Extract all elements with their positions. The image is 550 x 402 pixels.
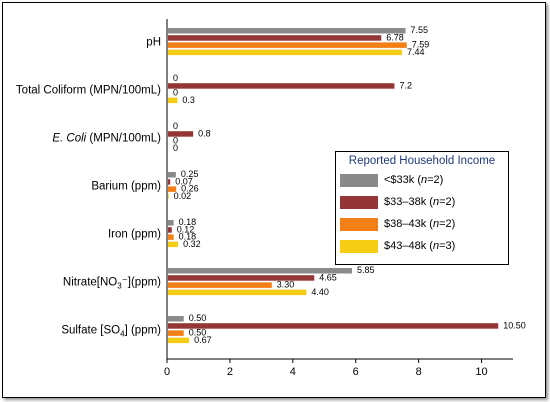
- value-label: 3.30: [277, 280, 295, 290]
- bar: [168, 42, 407, 48]
- value-label: 0.07: [175, 176, 193, 186]
- legend-label: $33–38k (n=2): [384, 196, 456, 208]
- value-label: 0.67: [194, 335, 212, 345]
- chart-frame: 7.55 6.78 7.59 7.44 0 7.2 0 0.3 0 0.8 0 0 0.25 0.07 0.…: [2, 2, 546, 398]
- value-label: 6.78: [386, 32, 404, 42]
- category-label: E. Coli (MPN/100mL): [52, 133, 161, 145]
- value-label: 0: [173, 121, 178, 131]
- bar: [168, 337, 190, 344]
- value-label: 0.50: [189, 328, 207, 338]
- value-label: 7.55: [410, 25, 428, 35]
- value-label: 0.3: [182, 95, 195, 105]
- bar: [168, 172, 176, 178]
- value-label: 0.8: [198, 128, 211, 138]
- bar: [168, 227, 172, 233]
- value-label: 0.18: [179, 232, 197, 242]
- x-tick-label: 2: [227, 366, 233, 378]
- category-label: pH: [146, 37, 161, 49]
- bar: [168, 97, 178, 104]
- category-label: Iron (ppm): [108, 229, 161, 241]
- legend-swatch: [340, 218, 378, 231]
- bar: [168, 275, 315, 281]
- value-label: 7.59: [412, 40, 430, 50]
- bar: [168, 282, 272, 288]
- category-label: Total Coliform (MPN/100mL): [16, 85, 161, 97]
- x-tick-label: 6: [353, 366, 359, 378]
- value-label: 0.26: [181, 184, 199, 194]
- legend: Reported Household Income <$33k (n=2) $33…: [335, 151, 509, 265]
- value-label: 0.25: [181, 169, 199, 179]
- bar-chart: 7.556.787.597.4407.200.300.8000.250.070.…: [16, 19, 526, 378]
- value-label: 0.32: [183, 239, 201, 249]
- bar: [168, 49, 403, 56]
- value-labels-group: 7.556.787.597.4407.200.300.8000.250.070.…: [173, 25, 526, 345]
- value-label: 0: [173, 143, 178, 153]
- value-label: 0: [173, 88, 178, 98]
- bar: [168, 330, 184, 336]
- value-label: 0.50: [189, 313, 207, 323]
- bar: [168, 289, 307, 296]
- bar: [168, 234, 174, 240]
- legend-swatch: [340, 196, 378, 209]
- value-label: 0.02: [174, 191, 192, 201]
- bar: [168, 323, 499, 329]
- x-tick-label: 4: [290, 366, 296, 378]
- bar: [168, 220, 174, 226]
- category-labels-group: pH Total Coliform (MPN/100mL) E. Coli (MPN…: [16, 37, 161, 339]
- value-label: 7.2: [399, 80, 412, 90]
- value-label: 4.65: [319, 272, 337, 282]
- bar: [168, 186, 177, 192]
- value-label: 10.50: [503, 320, 526, 330]
- x-axis: 0 2 4 6 8 10: [164, 19, 513, 378]
- legend-swatch: [340, 240, 378, 253]
- bar: [168, 268, 353, 274]
- x-tick-label: 0: [164, 366, 170, 378]
- value-label: 5.85: [357, 265, 375, 275]
- legend-label: <$33k (n=2): [384, 174, 444, 186]
- value-label: 4.40: [311, 287, 329, 297]
- value-label: 0: [173, 136, 178, 146]
- legend-swatch: [340, 174, 378, 187]
- bar: [168, 28, 406, 34]
- bar: [168, 83, 395, 89]
- legend-label: $38–43k (n=2): [384, 218, 456, 230]
- x-tick-label: 8: [416, 366, 422, 378]
- category-label: Nitrate[NO3⁻](ppm): [63, 277, 161, 291]
- category-label: Sulfate [SO4] (ppm): [61, 325, 161, 339]
- bar: [168, 179, 171, 185]
- bar: [168, 131, 194, 137]
- legend-title: Reported Household Income: [348, 155, 496, 167]
- bars-group: [168, 28, 499, 344]
- bar: [168, 193, 169, 200]
- category-label: Barium (ppm): [91, 181, 161, 193]
- bar: [168, 241, 179, 248]
- x-tick-label: 10: [475, 366, 487, 378]
- value-label: 0.18: [179, 217, 197, 227]
- value-label: 0: [173, 73, 178, 83]
- value-label: 0.12: [177, 224, 195, 234]
- value-label: 7.44: [407, 47, 425, 57]
- legend-label: $43–48k (n=3): [384, 240, 456, 252]
- bar: [168, 316, 184, 322]
- bar: [168, 35, 382, 41]
